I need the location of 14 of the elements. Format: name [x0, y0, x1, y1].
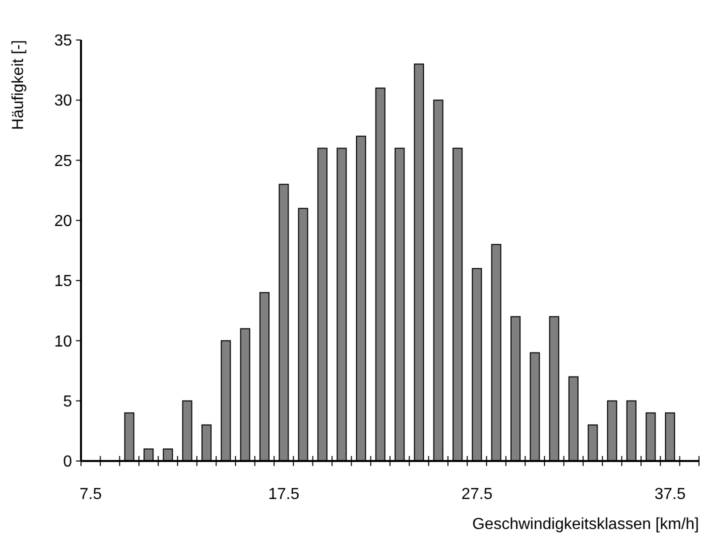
x-tick-label: 37.5: [654, 486, 686, 503]
y-tick-label: 25: [54, 152, 72, 170]
y-tick-label: 10: [54, 333, 72, 350]
x-tick-label: 17.5: [268, 486, 300, 503]
y-tick-label: 35: [54, 32, 72, 50]
y-tick-label: 5: [63, 393, 72, 410]
y-tick-label: 0: [63, 454, 72, 471]
x-axis-title: Geschwindigkeitsklassen [km/h]: [472, 516, 699, 533]
y-tick-label: 15: [54, 273, 72, 290]
y-axis-title: Häufigkeit [-]: [10, 40, 27, 130]
y-tick-label: 30: [54, 92, 72, 110]
x-tick-label: 7.5: [80, 486, 102, 503]
y-tick-label: 20: [54, 213, 72, 230]
x-tick-label: 27.5: [461, 486, 493, 503]
